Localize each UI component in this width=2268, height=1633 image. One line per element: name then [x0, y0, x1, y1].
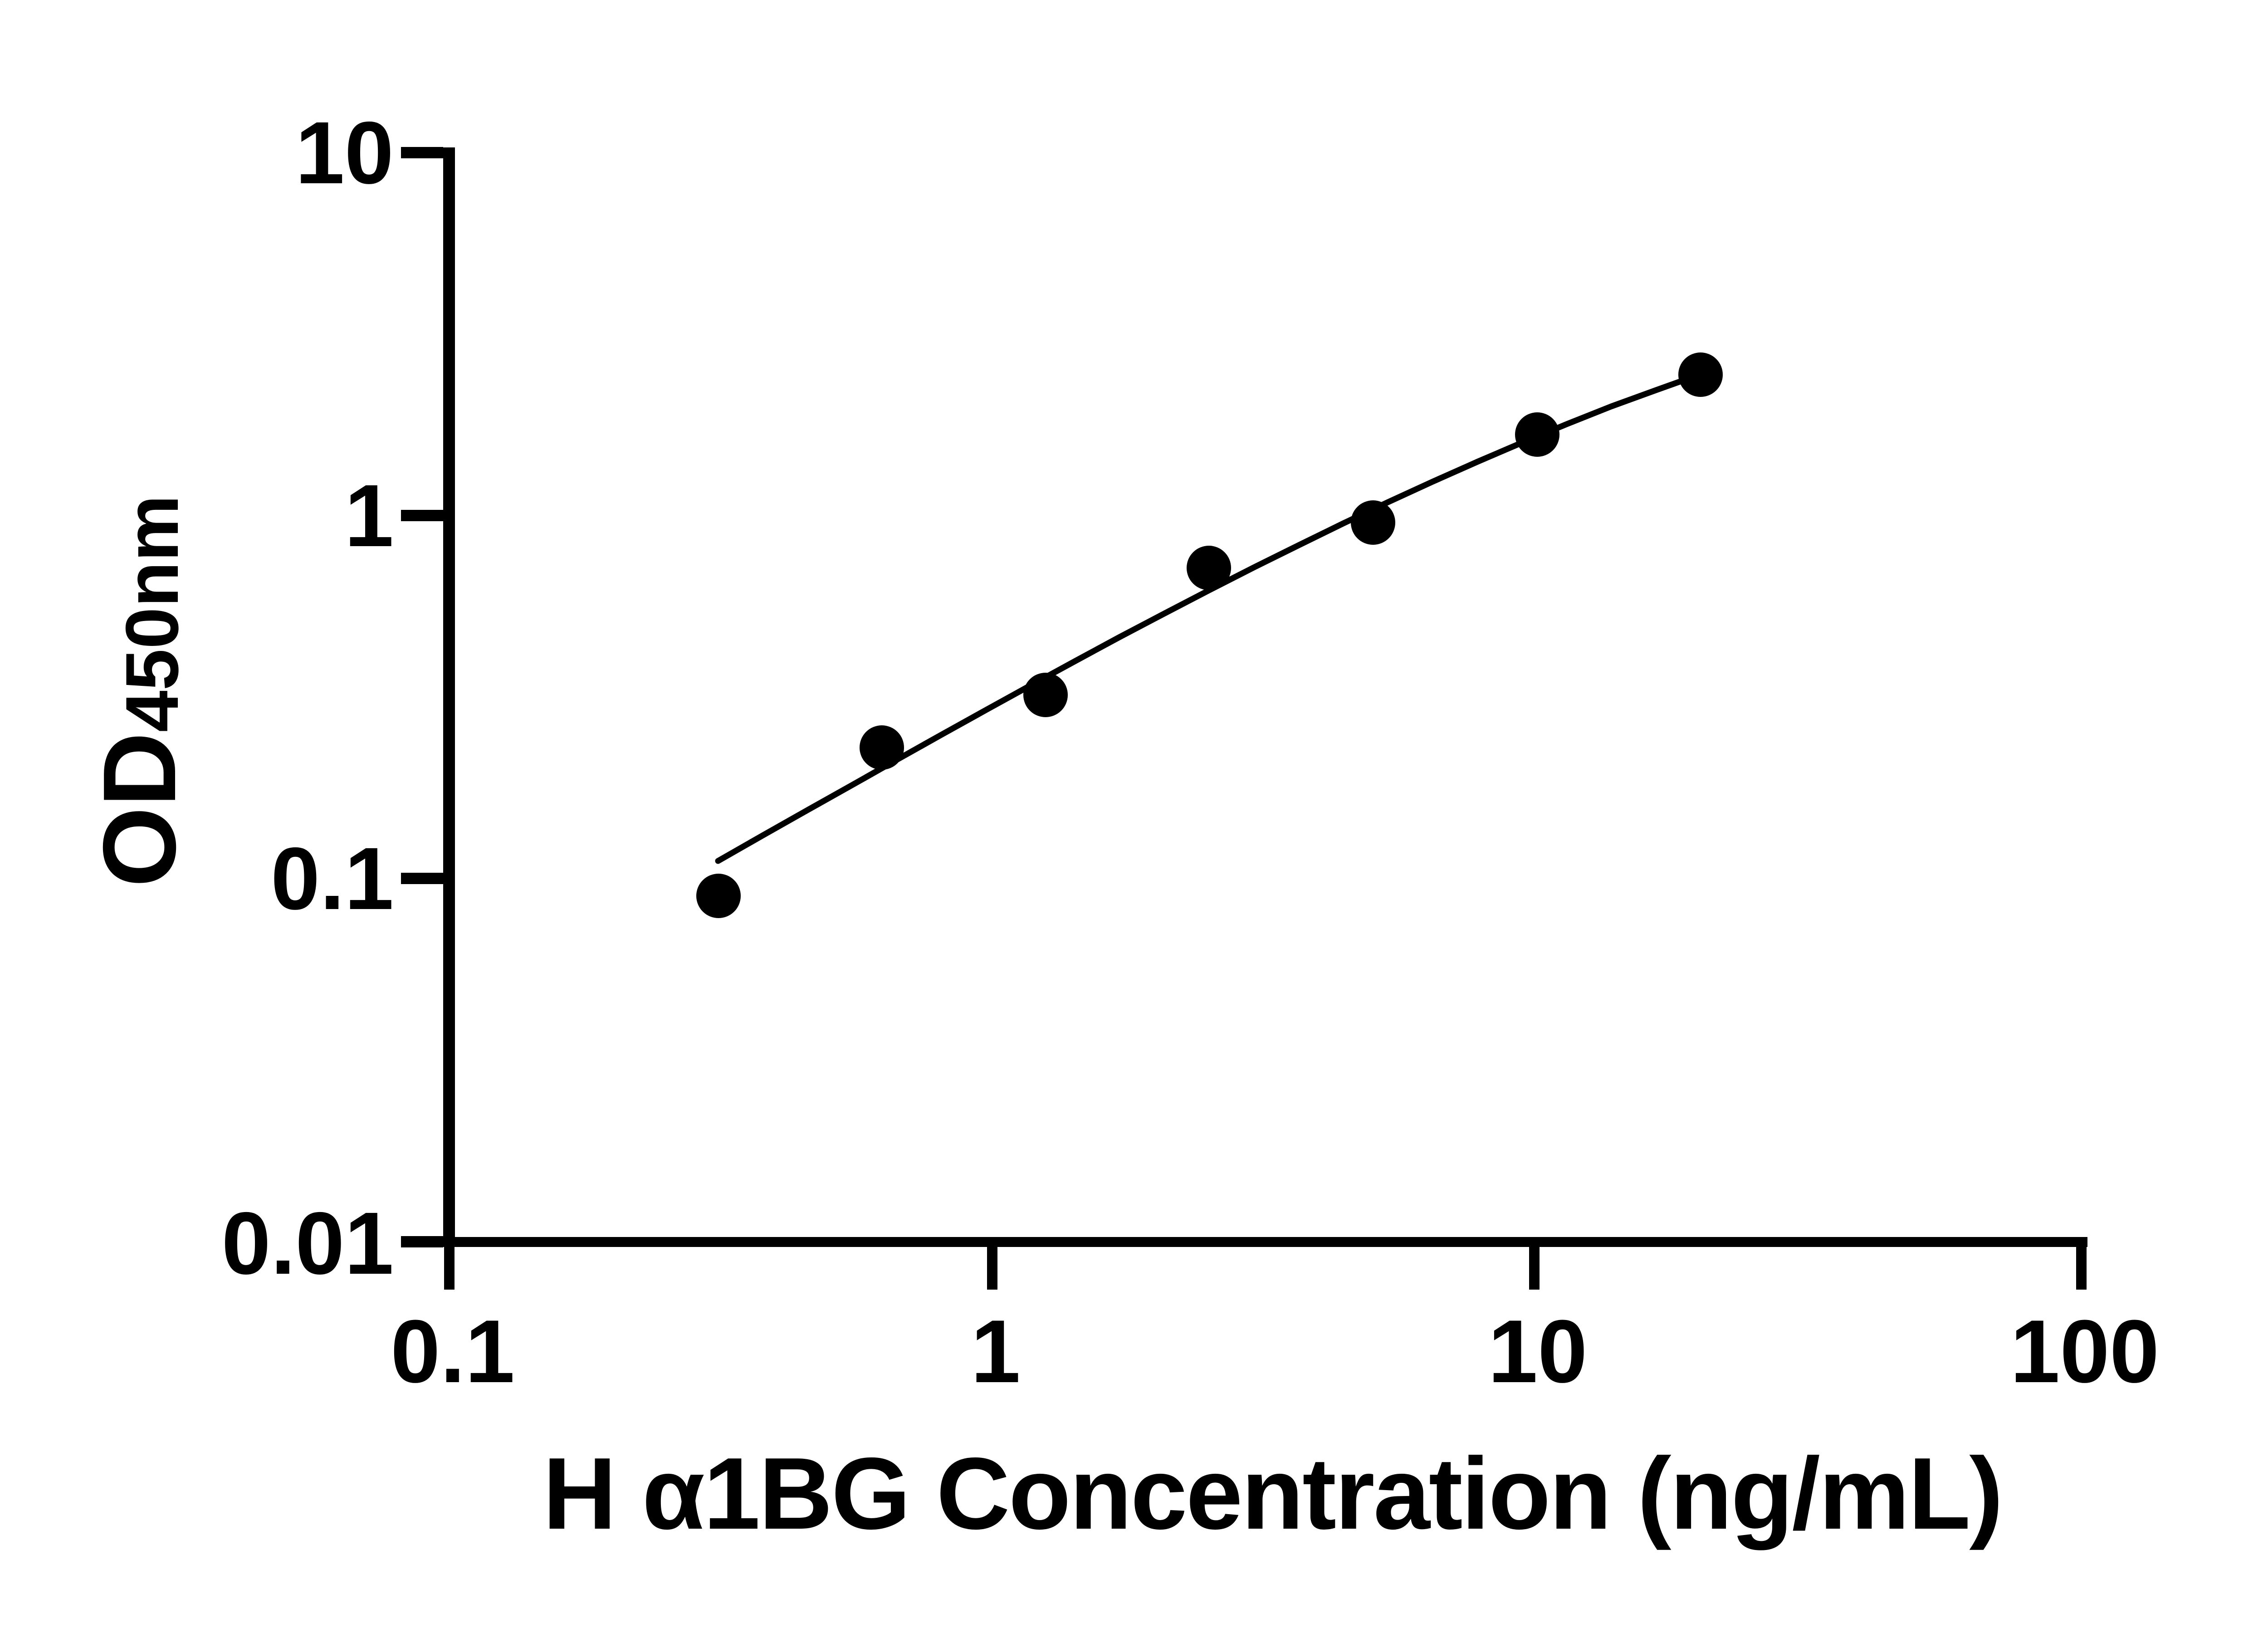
svg-text:100: 100: [2010, 1301, 2160, 1401]
svg-text:H α1BG Concentration (ng/mL): H α1BG Concentration (ng/mL): [543, 1436, 2002, 1550]
svg-text:10: 10: [1488, 1301, 1587, 1401]
svg-text:0.01: 0.01: [221, 1194, 394, 1293]
svg-text:0.1: 0.1: [391, 1301, 515, 1401]
svg-text:1: 1: [971, 1301, 1021, 1401]
svg-text:10: 10: [295, 103, 394, 202]
svg-text:1: 1: [345, 466, 394, 565]
svg-text:0.1: 0.1: [271, 829, 394, 928]
